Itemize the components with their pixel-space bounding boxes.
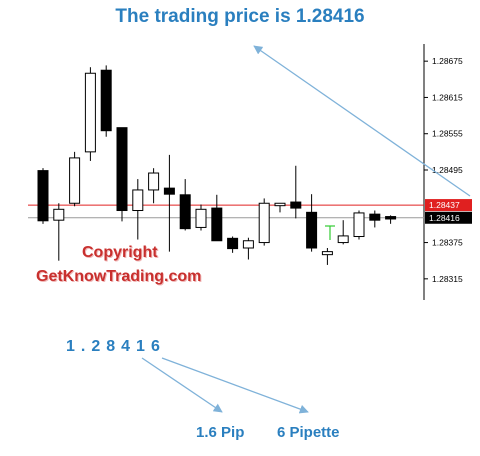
bullish-candle — [148, 172, 160, 191]
title-pointer-arrow — [253, 45, 471, 197]
bullish-candle — [69, 157, 81, 204]
bearish-candle — [179, 194, 191, 230]
bullish-candle — [53, 208, 65, 221]
bearish-candle — [116, 127, 128, 212]
bearish-candle — [369, 213, 381, 221]
y-tick-label: 1.28495 — [432, 165, 463, 175]
bearish-candle — [37, 170, 49, 222]
site-watermark: GetKnowTrading.com — [36, 268, 202, 285]
bearish-candle — [163, 187, 175, 195]
bearish-candle — [227, 237, 239, 250]
bullish-candle — [132, 189, 144, 212]
bearish-candle — [100, 69, 112, 132]
bullish-candle — [242, 240, 254, 249]
copyright-watermark: Copyright — [82, 244, 158, 261]
chart-title: The trading price is 1.28416 — [115, 6, 365, 27]
bullish-candle — [353, 212, 365, 238]
bid-price-tag — [425, 211, 472, 224]
y-tick-label: 1.28315 — [432, 274, 463, 284]
bearish-candle — [306, 211, 318, 249]
bid-price-label: 1.28416 — [429, 213, 460, 223]
ask-price-label: 1.28437 — [429, 200, 460, 210]
pipette-arrow — [161, 357, 309, 414]
pip-arrow — [141, 357, 223, 413]
bullish-candle — [84, 72, 96, 153]
y-tick-label: 1.28555 — [432, 129, 463, 139]
y-tick-label: 1.28615 — [432, 92, 463, 102]
bearish-candle — [211, 207, 223, 242]
y-tick-label: 1.28375 — [432, 238, 463, 248]
pipette-label: 6 Pipette — [277, 424, 340, 441]
bullish-candle — [321, 251, 333, 256]
ask-price-tag — [425, 199, 472, 212]
y-tick-label: 1.28675 — [432, 56, 463, 66]
bullish-candle — [258, 202, 270, 244]
bearish-candle — [290, 201, 302, 209]
bullish-candle — [337, 235, 349, 244]
bearish-candle — [385, 216, 397, 220]
bullish-candle — [274, 202, 286, 207]
bullish-candle — [195, 208, 207, 228]
pip-label: 1.6 Pip — [196, 424, 245, 441]
price-digits: 1.28416 — [66, 338, 166, 355]
